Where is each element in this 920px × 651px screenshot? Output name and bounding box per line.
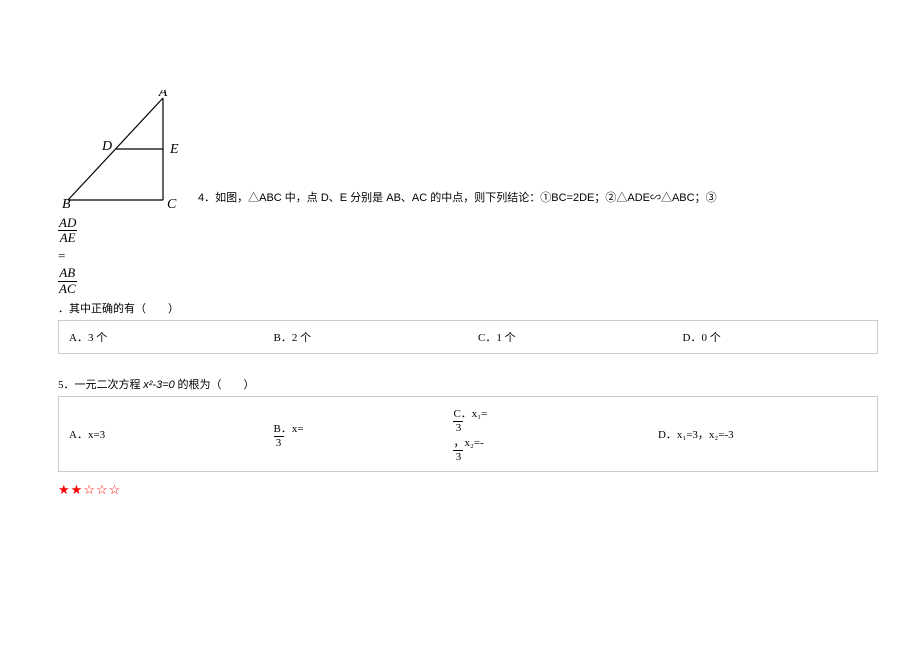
equals-sign: = [58,248,878,265]
q5-expr: x²-3=0 [143,379,175,391]
frac-2: AB AC [58,266,77,296]
table-row: A．x=3 B．x= 3 C．x₁= [59,397,877,471]
q4-option-D[interactable]: D．0 个 [673,321,878,353]
label-B: B [62,197,71,210]
q5-stem-post: 的根为（ ） [175,379,255,391]
q5-option-C[interactable]: C．x₁= 3 ，x₂=- 3 [443,397,648,471]
q4-stem: 4．如图，△ABC 中，点 D、E 分别是 AB、AC 的中点，则下列结论：①B… [188,190,717,211]
page-content: A B C D E 4．如图，△ABC 中，点 D、E 分别是 AB、AC 的中… [58,90,878,498]
q5-C-prefix: C．x₁= [453,408,487,420]
q5-B-den: 3 [274,437,284,449]
frac-1: AD AE [58,216,77,246]
q4-option-C[interactable]: C．1 个 [468,321,673,353]
q5-stem: 5．一元二次方程 x²-3=0 的根为（ ） [58,376,878,392]
q4-options-box: A．3 个 B．2 个 C．1 个 D．0 个 [58,320,878,354]
frac-1-den: AE [58,231,77,245]
stars-empty: ☆☆☆ [83,482,121,497]
stars-filled: ★★ [58,482,83,497]
q5-option-A[interactable]: A．x=3 [59,397,264,471]
table-row: A．3 个 B．2 个 C．1 个 D．0 个 [59,321,877,353]
q4-fraction-expr: AD AE = AB AC [58,216,878,296]
q5-option-B[interactable]: B．x= 3 [264,397,444,471]
triangle-figure: A B C D E [58,90,188,210]
label-D: D [101,139,112,154]
frac-2-den: AC [58,282,77,296]
label-E: E [169,142,179,157]
q5-B-prefix: B．x= [274,423,304,435]
q5-option-D[interactable]: D．x₁=3，x₂=-3 [648,397,877,471]
difficulty-rating: ★★☆☆☆ [58,482,878,498]
q4-option-A[interactable]: A．3 个 [59,321,264,353]
q5-options-box: A．x=3 B．x= 3 C．x₁= [58,396,878,472]
frac-1-num: AD [58,216,77,231]
q5-stem-pre: 5．一元二次方程 [58,379,143,391]
q5-options-table: A．x=3 B．x= 3 C．x₁= [59,397,877,471]
frac-2-num: AB [58,266,77,281]
q4-tail: ．其中正确的有（ ） [58,300,878,316]
q5-C-den1: 3 [453,422,463,434]
label-C: C [167,197,177,210]
q5-C-den2: 3 [453,451,463,463]
q4-option-B[interactable]: B．2 个 [264,321,469,353]
label-A: A [158,90,168,100]
q4-options-table: A．3 个 B．2 个 C．1 个 D．0 个 [59,321,877,353]
q4-figure-row: A B C D E 4．如图，△ABC 中，点 D、E 分别是 AB、AC 的中… [58,90,878,210]
q5-block: 5．一元二次方程 x²-3=0 的根为（ ） A．x=3 B．x= 3 [58,376,878,472]
q5-C-mid: ，x₂=- [453,437,483,449]
